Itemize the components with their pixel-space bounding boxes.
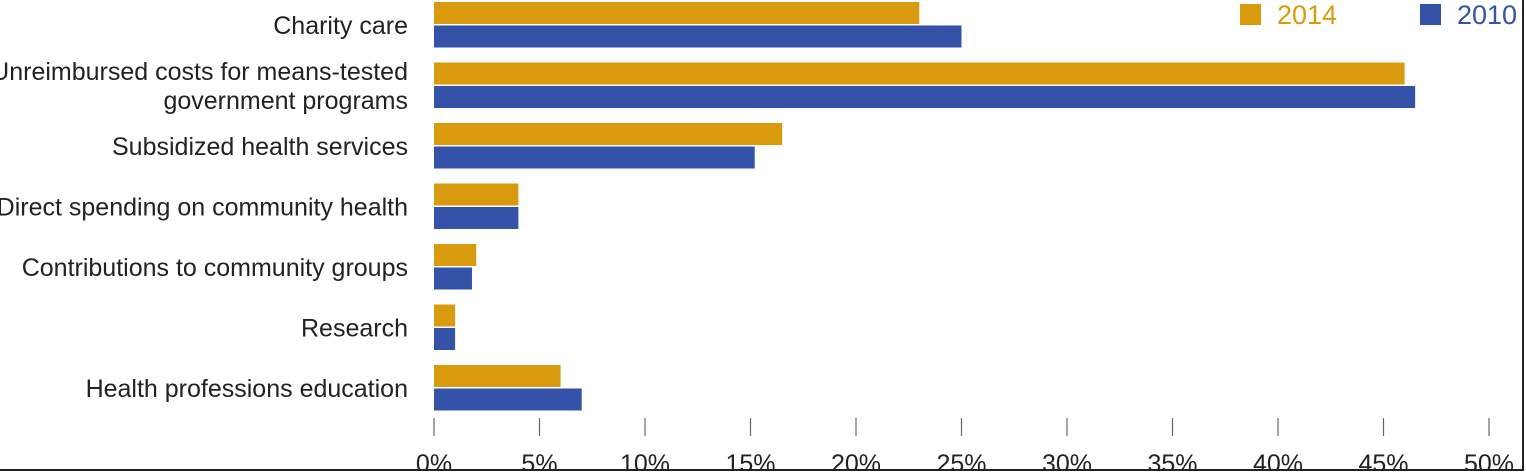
bar-research-2014 (434, 304, 456, 327)
x-tick-label: 0% (416, 450, 452, 469)
x-tick-label: 15% (725, 450, 775, 469)
bar-subsidized-health-services-2014 (434, 123, 783, 145)
category-label: Direct spending on community health (0, 193, 408, 221)
x-tick-label: 45% (1358, 450, 1408, 469)
category-label: Research (301, 314, 408, 342)
legend: 2014 2010 (1240, 0, 1517, 30)
bar-contributions-to-community-groups-2014 (434, 244, 477, 266)
legend-swatch-2010 (1420, 4, 1441, 25)
x-tick-label: 25% (936, 450, 986, 469)
category-label: Charity care (273, 12, 408, 40)
category-label: Subsidized health services (112, 133, 408, 161)
bar-health-professions-education-2014 (434, 365, 561, 387)
legend-swatch-2014 (1240, 4, 1261, 25)
bar-unreimbursed-costs-for-means-tested-government-programs-2014 (434, 62, 1405, 85)
x-tick-label: 40% (1253, 450, 1303, 469)
x-axis: 0% 5% 10% 15% 20% 25% 30% 35% 40% 45% 50% (416, 418, 1514, 469)
category-label: Health professions education (86, 375, 408, 403)
legend-label-2014: 2014 (1277, 0, 1337, 30)
bar-research-2010 (434, 328, 456, 350)
category-labels: Charity care Unreimbursed costs for means… (0, 12, 408, 403)
category-label: Contributions to community groups (22, 254, 408, 282)
bar-direct-spending-on-community-health-2014 (434, 183, 519, 206)
category-label: government programs (163, 87, 408, 115)
category-label: Unreimbursed costs for means-tested (0, 58, 408, 86)
x-tick-label: 50% (1464, 450, 1514, 469)
bar-direct-spending-on-community-health-2010 (434, 207, 519, 229)
x-tick-label: 20% (831, 450, 881, 469)
bar-contributions-to-community-groups-2010 (434, 267, 472, 290)
bar-health-professions-education-2010 (434, 388, 582, 411)
x-tick-label: 35% (1147, 450, 1197, 469)
x-tick-label: 10% (620, 450, 670, 469)
bar-subsidized-health-services-2010 (434, 146, 755, 169)
bar-charity-care-2014 (434, 2, 920, 24)
bar-unreimbursed-costs-for-means-tested-government-programs-2010 (434, 86, 1416, 108)
bars-layer (434, 2, 1416, 411)
bar-charity-care-2010 (434, 25, 962, 48)
x-tick-label: 30% (1042, 450, 1092, 469)
x-tick-label: 5% (521, 450, 557, 469)
legend-label-2010: 2010 (1457, 0, 1517, 30)
